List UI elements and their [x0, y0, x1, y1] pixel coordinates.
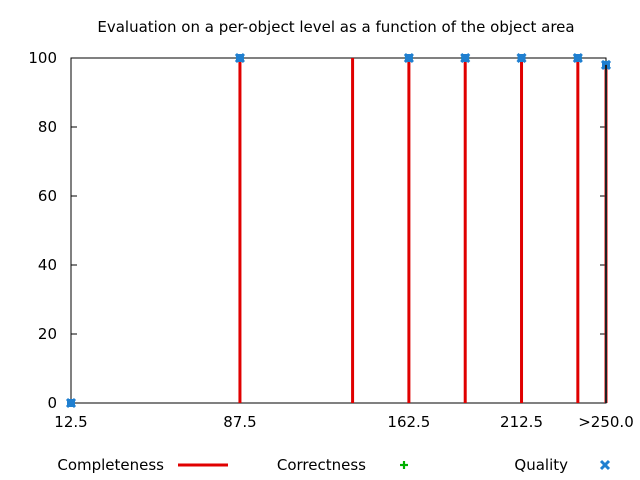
quality-point [404, 54, 413, 62]
legend-label-completeness: Completeness [57, 456, 164, 474]
x-axis: 12.5 87.5 162.5 212.5 >250.0 [54, 58, 634, 431]
x-tick-label: 212.5 [500, 413, 543, 431]
y-tick-label: 20 [38, 325, 57, 343]
quality-point [461, 54, 470, 62]
quality-point [67, 399, 75, 407]
y-tick-label: 80 [38, 118, 57, 136]
legend-label-quality: Quality [514, 456, 568, 474]
y-tick-label: 60 [38, 187, 57, 205]
y-tick-label: 100 [28, 49, 57, 67]
x-tick-label: >250.0 [578, 413, 634, 431]
quality-point [573, 54, 582, 62]
x-tick-label: 162.5 [387, 413, 430, 431]
y-tick-label: 40 [38, 256, 57, 274]
plot-frame [70, 57, 607, 404]
y-tick-label: 0 [47, 394, 57, 412]
x-tick-label: 12.5 [54, 413, 87, 431]
legend-sample-quality [599, 459, 611, 471]
legend-sample-correctness [400, 461, 408, 469]
quality-point [235, 54, 244, 62]
legend-label-correctness: Correctness [277, 456, 366, 474]
quality-point [517, 54, 526, 62]
series-layer [65, 52, 612, 409]
legend: Completeness Correctness Quality [57, 456, 611, 474]
chart-title: Evaluation on a per-object level as a fu… [97, 18, 574, 36]
x-tick-label: 87.5 [223, 413, 256, 431]
y-axis: 0 20 40 60 80 100 [28, 49, 606, 412]
